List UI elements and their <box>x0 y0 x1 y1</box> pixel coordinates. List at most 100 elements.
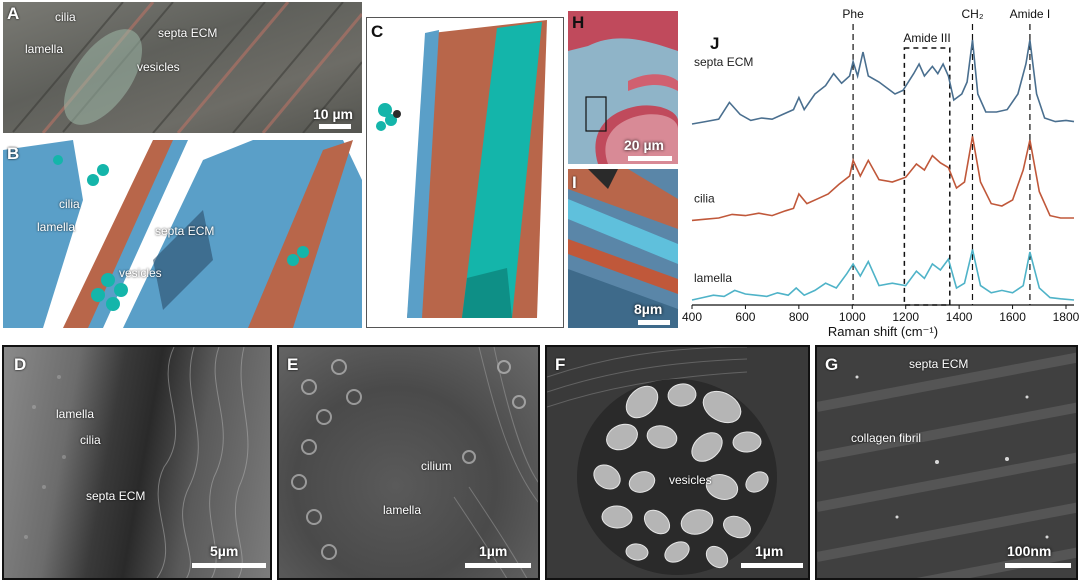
vesicle <box>667 383 697 407</box>
scale-label-a: 10 µm <box>313 106 353 122</box>
vesicle <box>625 385 659 419</box>
annotation-septa-ecm: septa ECM <box>158 26 218 40</box>
panel-label-b: B <box>7 144 20 163</box>
panel-label-e: E <box>287 355 299 374</box>
annotation-cilia-d: cilia <box>80 433 101 447</box>
annotation-collagen-fibril: collagen fibril <box>851 431 922 445</box>
panel-f: F vesicles 1µm <box>545 345 810 580</box>
panel-a-texture <box>12 2 362 133</box>
panel-label-a: A <box>7 4 20 23</box>
panel-g-texture <box>817 352 1076 578</box>
series-line-septa-ecm <box>691 39 1075 125</box>
annotation-septa-ecm-b: septa ECM <box>155 224 215 238</box>
panel-h: H 20 µm <box>568 11 678 164</box>
peak-marker-label: Phe <box>842 7 864 21</box>
scale-bar-i <box>638 320 670 325</box>
panel-b-render <box>3 140 362 328</box>
vesicle-cluster <box>63 29 143 125</box>
vesicle <box>593 464 621 490</box>
panel-a: A cilia septa ECM lamella vesicles 10 µm <box>3 2 362 133</box>
annotation-vesicles-f: vesicles <box>669 473 712 487</box>
region-label: Amide III <box>903 31 950 45</box>
panel-g: G septa ECM collagen fibril 100nm <box>815 345 1078 580</box>
panel-c: C <box>366 17 564 328</box>
annotation-cilia: cilia <box>55 10 76 24</box>
panel-e: E cilium lamella 1µm <box>277 345 540 580</box>
panel-label-f: F <box>555 355 566 374</box>
scale-label-e: 1µm <box>479 543 508 559</box>
x-axis-label: Raman shift (cm⁻¹) <box>828 324 938 339</box>
panel-i: I 8µm <box>568 169 678 328</box>
annotation-vesicles-b: vesicles <box>119 266 162 280</box>
scale-bar-d <box>192 563 266 568</box>
annotation-vesicles: vesicles <box>137 60 180 74</box>
scale-label-f: 1µm <box>755 543 784 559</box>
annotation-lamella-d: lamella <box>56 407 95 421</box>
x-tick-label: 400 <box>682 310 702 324</box>
annotation-cilium: cilium <box>421 459 452 473</box>
inset-box <box>585 96 607 132</box>
x-tick-label: 1400 <box>946 310 973 324</box>
x-tick-label: 1000 <box>839 310 866 324</box>
panel-label-g: G <box>825 355 839 374</box>
annotation-lamella-e: lamella <box>383 503 422 517</box>
panel-d: D lamella cilia septa ECM 5µm <box>2 345 272 580</box>
scale-label-h: 20 µm <box>624 137 664 153</box>
scale-bar-f <box>741 563 803 568</box>
vesicle <box>705 545 729 569</box>
x-tick-label: 1600 <box>999 310 1026 324</box>
scale-label-g: 100nm <box>1007 543 1052 559</box>
vesicle <box>606 423 638 451</box>
vesicle <box>745 471 769 493</box>
panel-i-stain <box>568 169 678 328</box>
vesicle <box>664 541 690 563</box>
vesicle <box>680 509 714 535</box>
panel-e-texture <box>291 347 538 578</box>
vesicle <box>723 515 751 539</box>
panel-c-render <box>376 20 547 318</box>
scale-label-d: 5µm <box>210 543 239 559</box>
vesicle <box>643 509 671 535</box>
scale-bar-a <box>319 124 351 129</box>
annotation-lamella: lamella <box>25 42 64 56</box>
vesicle <box>628 471 656 493</box>
x-tick-label: 800 <box>789 310 809 324</box>
scale-bar-g <box>1005 563 1071 568</box>
vesicle <box>646 425 678 449</box>
x-tick-label: 600 <box>735 310 755 324</box>
panel-j: J 400 600 800 1000 1200 1400 1600 1800 Raman shi… <box>682 0 1080 340</box>
panel-h-stain <box>568 11 678 164</box>
panel-d-texture <box>24 347 249 578</box>
vesicle <box>691 432 723 462</box>
scale-bar-e <box>465 563 531 568</box>
x-tick-label: 1800 <box>1053 310 1080 324</box>
series-label: lamella <box>694 271 732 285</box>
scale-label-i: 8µm <box>634 301 663 317</box>
scale-bar-h <box>628 156 672 161</box>
vesicle <box>601 505 633 529</box>
vesicle <box>625 543 649 561</box>
panel-label-c: C <box>371 22 384 41</box>
panel-f-texture <box>547 347 777 575</box>
annotation-cilia-b: cilia <box>59 197 80 211</box>
annotation-septa-ecm-g: septa ECM <box>909 357 969 371</box>
vesicle <box>732 431 762 453</box>
vesicle <box>705 474 739 500</box>
panel-b: B cilia lamella septa ECM vesicles <box>3 140 362 328</box>
amide-iii-region <box>903 47 951 306</box>
series-line-cilia <box>691 136 1074 222</box>
peak-marker-label: Amide I <box>1010 7 1051 21</box>
annotation-lamella-b: lamella <box>37 220 76 234</box>
series-line-lamella <box>691 249 1075 301</box>
panel-label-j: J <box>710 34 720 53</box>
panel-label-i: I <box>572 173 577 192</box>
panel-label-d: D <box>14 355 27 374</box>
vesicle <box>702 390 742 424</box>
peak-marker-label: CH₂ <box>961 7 983 21</box>
annotation-septa-ecm-d: septa ECM <box>86 489 146 503</box>
series-label: cilia <box>694 191 715 205</box>
series-label: septa ECM <box>694 55 753 69</box>
x-tick-label: 1200 <box>892 310 919 324</box>
raman-spectra-chart: 400 600 800 1000 1200 1400 1600 1800 Raman shift… <box>682 7 1080 339</box>
panel-label-h: H <box>572 13 585 32</box>
